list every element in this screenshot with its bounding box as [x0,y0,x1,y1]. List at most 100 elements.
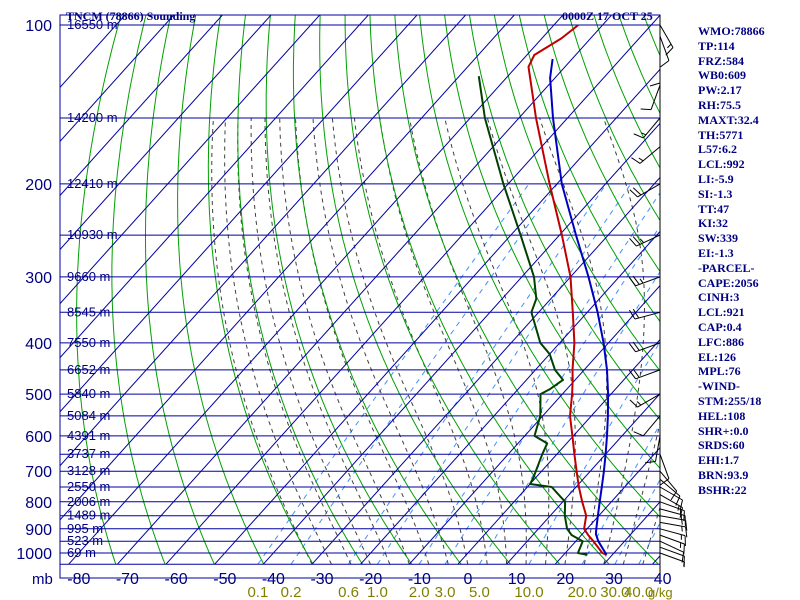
temperature-tick-label: -80 [67,571,90,588]
index-item: WMO:78866 [698,24,765,38]
index-item: SRDS:60 [698,438,745,453]
moist-adiabat [409,117,527,565]
dry-adiabat [518,15,660,323]
wind-barb [659,521,688,538]
pressure-tick-label: 800 [25,495,52,512]
temperature-tick-label: 20 [556,571,574,588]
wind-barbs [628,15,688,578]
index-item: -WIND- [698,379,740,394]
mixing-ratio-label: 0.1 [247,584,268,600]
dewpoint-profile [477,76,588,556]
index-item: EL:126 [698,349,737,364]
mixing-ratio-line [444,225,660,565]
dry-adiabat [543,15,660,273]
height-label: 4391 m [67,428,110,443]
isotherm [457,338,660,565]
temperature-tick-label: -70 [116,571,139,588]
height-label: 6652 m [67,362,110,377]
index-item: SI:-1.3 [698,186,733,201]
dry-adiabat [319,15,511,565]
wind-barb [633,415,661,437]
wind-barb [659,36,670,68]
height-label: 3737 m [67,446,110,461]
isotherm [117,15,613,565]
wind-barb [659,24,674,56]
index-item: MAXT:32.4 [698,112,759,127]
wind-barb [631,146,661,164]
height-label: 16550 m [67,17,118,32]
index-item: TT:47 [698,201,730,216]
height-label: 8545 m [67,304,110,319]
dry-adiabat [767,13,800,564]
moist-adiabat [224,117,332,565]
sounding-indices: WMO:78866 TP:114 FRZ:584 WB0:609 PW:2.17 RH:7… [698,24,765,498]
index-item: CINH:3 [698,290,740,305]
temperature-profile [527,24,607,556]
mixing-ratio-label: 30.0 [600,584,629,600]
temperature-tick-label: -20 [359,571,382,588]
pressure-tick-label: 200 [25,177,52,194]
temperature-tick-label: -60 [165,571,188,588]
dry-adiabat [207,15,314,565]
temperature-tick-label: -50 [213,571,236,588]
temperature-tick-label: 10 [508,571,526,588]
isotherm [165,15,660,565]
mixing-ratio-label: 5.0 [469,584,490,600]
profiles [477,24,610,556]
moist-adiabat [237,117,352,565]
wind-barb [659,546,685,567]
pressure-tick-label: 1000 [16,546,52,563]
index-item: -PARCEL- [698,260,755,275]
chart-datetime: 0000Z 17 OCT 25 [562,9,653,23]
moist-adiabat [331,117,469,565]
index-item: L57:6.2 [698,142,737,157]
wind-barb [633,117,661,139]
height-label: 3128 m [67,463,110,478]
isotherm [554,446,660,565]
wind-barb [640,85,661,111]
index-item: PW:2.17 [698,83,742,98]
temperature-tick-label: -30 [310,571,333,588]
index-item: TH:5771 [698,127,744,142]
mixing-ratio-label: 20.0 [568,584,597,600]
index-item: WB0:609 [698,68,746,83]
dry-adiabat [344,15,561,565]
isobars [59,14,661,579]
dry-adiabat [593,15,660,169]
wind-barb [659,534,685,555]
dry-adiabat [145,15,215,565]
wind-barb [659,470,678,501]
isotherm [60,15,321,305]
isotherm [360,230,660,565]
index-item: TP:114 [698,38,735,53]
height-label: 69 m [67,545,96,560]
wind-barb [629,393,661,408]
wind-barb [659,494,683,518]
dry-adiabat [369,15,610,565]
isotherm [60,15,272,251]
temperature-tick-label: -10 [408,571,431,588]
wind-barb [629,234,661,247]
mixing-ratio-label: 0.6 [338,584,359,600]
mixing-ratio-label: 2.0 [409,584,430,600]
mixing-ratio-line [581,423,660,565]
mixing-ratio-line [257,183,530,565]
height-label: 10930 m [67,227,118,242]
pressure-tick-label: 500 [25,387,52,404]
index-item: LCL:921 [698,305,745,320]
mixing-ratio-label: 0.2 [281,584,302,600]
mixing-ratio-label: 40.0 [624,584,653,600]
mixing-ratio-line [376,183,632,565]
dry-adiabat [111,15,166,565]
wind-barb [659,454,670,486]
temperature-tick-label: 40 [654,571,672,588]
index-item: RH:75.5 [698,97,741,112]
dry-adiabat [76,15,122,565]
isotherm [60,15,224,197]
index-item: MPL:76 [698,364,741,379]
dry-adiabat [177,15,265,565]
dry-adiabat [419,15,660,518]
wind-barb [645,435,661,464]
height-label: 12410 m [67,176,118,191]
